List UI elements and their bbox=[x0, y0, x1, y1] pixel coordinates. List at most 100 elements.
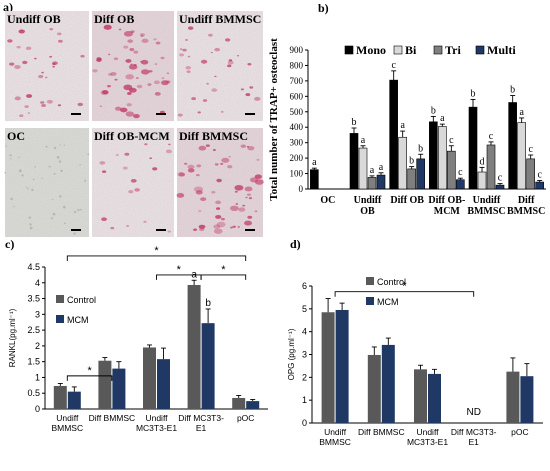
stained-cell bbox=[135, 77, 139, 80]
unstained-cell bbox=[63, 144, 65, 147]
stained-cell bbox=[57, 104, 62, 107]
stained-cell bbox=[80, 54, 85, 58]
stained-cell bbox=[18, 29, 25, 34]
stained-cell bbox=[214, 75, 217, 78]
y-tick-label: 900 bbox=[290, 45, 304, 55]
y-axis-title: OPG (pg.ml⁻¹) bbox=[287, 328, 296, 380]
micrograph-label: Undiff BMMSC bbox=[179, 12, 261, 26]
unstained-cell bbox=[5, 145, 7, 147]
stained-cell bbox=[96, 57, 102, 61]
bar bbox=[201, 323, 215, 409]
significance-letter: b bbox=[352, 117, 357, 128]
stained-cell bbox=[198, 145, 207, 151]
stained-cell bbox=[256, 158, 260, 161]
legend-label: Bi bbox=[405, 43, 417, 57]
y-tick-label: 500 bbox=[290, 107, 304, 117]
panel-b-chart: b) 0 100 200 300 400 500 600 700 800 900 Total numb… bbox=[268, 1, 546, 217]
bar bbox=[416, 158, 425, 190]
x-tick-label: OB bbox=[360, 206, 375, 217]
stained-cell bbox=[249, 86, 254, 89]
bar bbox=[468, 106, 478, 190]
x-tick-label: Diff BMMSC bbox=[89, 413, 136, 423]
y-tick-label: 0 bbox=[35, 404, 40, 414]
legend-swatch bbox=[475, 45, 485, 55]
bar bbox=[358, 147, 368, 190]
bar bbox=[321, 312, 335, 423]
bar bbox=[246, 401, 260, 409]
stained-cell bbox=[177, 113, 183, 117]
stained-cell bbox=[185, 66, 192, 70]
stained-cell bbox=[234, 190, 238, 193]
stained-cell bbox=[126, 225, 130, 227]
y-tick-label: 300 bbox=[290, 138, 304, 148]
stained-cell bbox=[153, 80, 160, 85]
stained-cell bbox=[254, 96, 261, 101]
x-tick-label: Undiff bbox=[354, 195, 382, 206]
stained-cell bbox=[101, 90, 109, 95]
stained-cell bbox=[41, 103, 47, 108]
y-tick-label: 0 bbox=[299, 184, 304, 194]
bracket-line bbox=[66, 375, 113, 381]
unstained-cell bbox=[53, 172, 56, 175]
stained-cell bbox=[19, 114, 24, 118]
unstained-cell bbox=[77, 208, 80, 212]
stained-cell bbox=[244, 220, 252, 226]
y-tick-label: 3 bbox=[302, 350, 307, 360]
stained-cell bbox=[123, 84, 133, 91]
bar bbox=[187, 284, 201, 409]
significance-letter: c bbox=[449, 135, 454, 146]
unstained-cell bbox=[73, 232, 76, 235]
scale-bar bbox=[71, 113, 81, 115]
stained-cell bbox=[237, 226, 240, 228]
x-tick-label: Diff MC3T3- bbox=[178, 413, 224, 423]
bracket-line bbox=[66, 255, 247, 261]
stained-cell bbox=[187, 164, 195, 170]
stained-cell bbox=[123, 30, 134, 37]
legend-swatch bbox=[433, 45, 443, 55]
not-detected-label: ND bbox=[466, 407, 480, 418]
significance-letter: d bbox=[480, 156, 485, 167]
stained-cell bbox=[212, 149, 216, 151]
significance-letter: b bbox=[409, 156, 414, 167]
x-tick-label: Diff OB- bbox=[428, 195, 465, 206]
x-tick-label: MC3T3-E1 bbox=[407, 437, 448, 447]
bar bbox=[67, 391, 81, 409]
legend-label: MCM bbox=[377, 297, 399, 307]
stained-cell bbox=[245, 93, 251, 97]
stained-cell bbox=[200, 59, 208, 64]
stained-cell bbox=[122, 166, 128, 170]
bar bbox=[486, 144, 496, 190]
stained-cell bbox=[127, 39, 133, 43]
stained-cell bbox=[147, 83, 152, 86]
bar bbox=[535, 181, 544, 190]
stained-cell bbox=[177, 172, 185, 177]
unstained-cell bbox=[31, 188, 34, 192]
stained-cell bbox=[210, 51, 213, 54]
stained-cell bbox=[52, 61, 58, 65]
legend-label: Control bbox=[67, 295, 96, 305]
stained-cell bbox=[114, 106, 122, 111]
x-tick-label: Undiff bbox=[145, 413, 168, 423]
significance-letter: c bbox=[458, 167, 463, 178]
significance-letter: c bbox=[537, 170, 542, 181]
bar bbox=[98, 360, 112, 409]
stained-cell bbox=[227, 164, 233, 169]
x-tick-label: pOC bbox=[237, 413, 254, 423]
x-tick-label: Diff BMMSC bbox=[358, 427, 405, 437]
stained-cell bbox=[199, 227, 205, 232]
bracket-star: * bbox=[154, 245, 159, 257]
legend-swatch bbox=[56, 315, 64, 323]
y-tick-label: 3.5 bbox=[27, 294, 40, 304]
stained-cell bbox=[133, 113, 140, 119]
stained-cell bbox=[232, 225, 236, 228]
stained-cell bbox=[99, 161, 106, 165]
stained-cell bbox=[238, 207, 246, 212]
stained-cell bbox=[125, 74, 134, 80]
stained-cell bbox=[14, 96, 21, 101]
bar bbox=[520, 376, 534, 423]
stained-cell bbox=[139, 60, 143, 63]
stained-cell bbox=[114, 78, 118, 81]
unstained-cell bbox=[56, 155, 60, 159]
stained-cell bbox=[240, 88, 244, 91]
